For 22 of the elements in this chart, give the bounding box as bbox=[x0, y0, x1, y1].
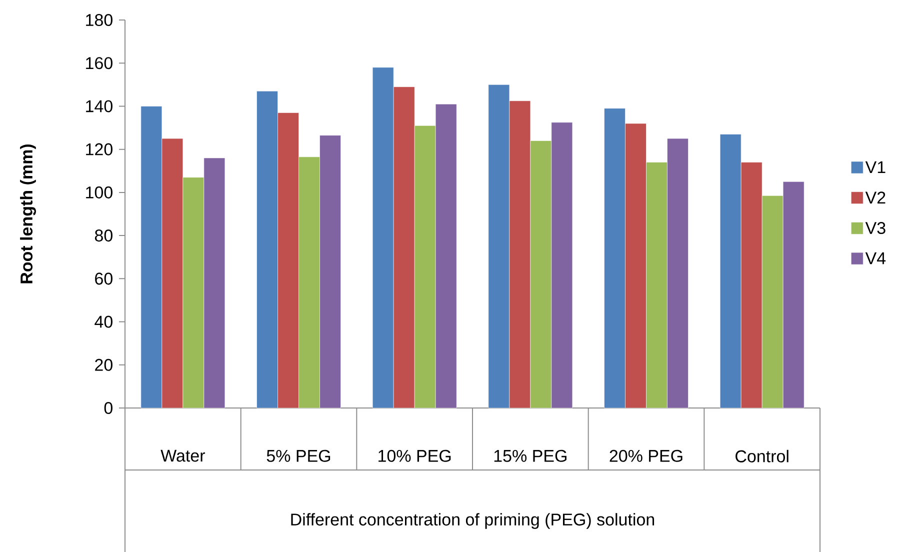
x-tick-label: 20% PEG bbox=[610, 450, 682, 462]
y-tick-label: 100 bbox=[86, 186, 112, 198]
y-tick-label: 140 bbox=[86, 100, 112, 112]
x-tick-label: 10% PEG bbox=[378, 450, 451, 462]
y-tick-label: 180 bbox=[86, 14, 112, 26]
y-tick-label: 0 bbox=[104, 402, 112, 414]
y-tick-label: 160 bbox=[86, 57, 112, 70]
x-tick-label: 15% PEG bbox=[494, 450, 566, 462]
y-tick-label: 80 bbox=[94, 230, 112, 242]
legend-label: V1 bbox=[865, 161, 886, 174]
legend-label: V4 bbox=[865, 252, 886, 264]
y-tick-label: 40 bbox=[94, 316, 112, 328]
x-tick-label: 5% PEG bbox=[266, 450, 330, 462]
legend-label: V3 bbox=[865, 222, 886, 234]
y-tick-label: 60 bbox=[95, 272, 112, 285]
x-tick-label: Water bbox=[160, 450, 205, 462]
y-tick-label: 120 bbox=[86, 143, 112, 156]
y-axis-title: Root length (mm) bbox=[20, 144, 36, 284]
x-tick-label: Control bbox=[736, 450, 788, 462]
y-tick-label: 20 bbox=[95, 358, 112, 371]
x-axis-title: Different concentration of priming (PEG) solution bbox=[291, 513, 654, 529]
legend-label: V2 bbox=[865, 192, 886, 204]
